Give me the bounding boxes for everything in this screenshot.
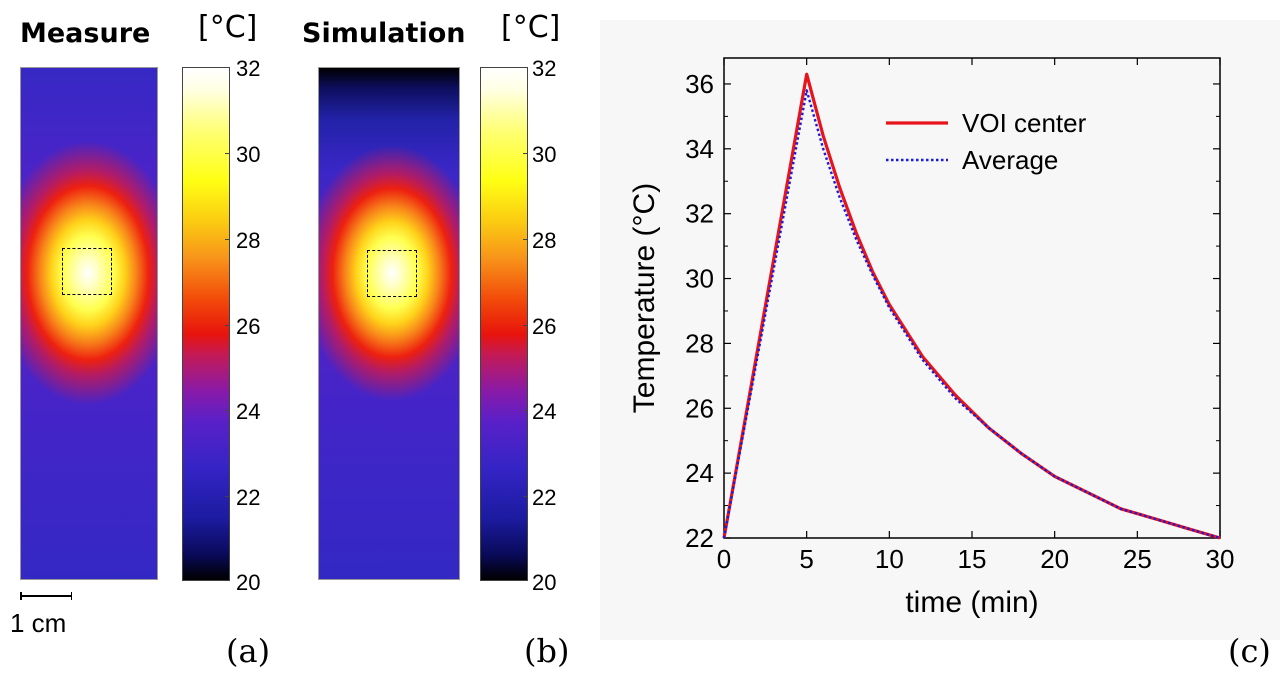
colorbar-tick-label: 32 [236, 56, 261, 81]
x-tick-label: 30 [1206, 544, 1235, 574]
colorbar-tick-label: 32 [532, 56, 557, 81]
simulation-title: Simulation [302, 18, 466, 49]
simulation-roi-box [367, 250, 417, 297]
measure-heatmap [20, 67, 158, 580]
panel-label-b: (b) [524, 632, 570, 670]
temperature-line-chart: 0 5 10 15 20 25 30 22 24 26 28 30 32 34 36 time (min) Te… [600, 20, 1280, 640]
colorbar-tick-label: 30 [532, 142, 557, 167]
x-tick-label: 20 [1040, 544, 1069, 574]
series-line-average [722, 89, 1221, 540]
measure-title: Measure [20, 18, 151, 49]
colorbar-tick-label: 20 [236, 570, 261, 595]
y-tick-label: 26 [685, 393, 714, 423]
colorbar-tick-label: 26 [236, 314, 261, 339]
simulation-heatmap [318, 67, 460, 580]
colorbar-tick-label: 30 [236, 142, 261, 167]
y-tick-label: 36 [685, 69, 714, 99]
colorbar-tick-label: 26 [532, 314, 557, 339]
colorbar-tick-label: 24 [532, 399, 557, 424]
x-tick-label: 0 [717, 544, 731, 574]
y-tick-label: 22 [685, 523, 714, 553]
y-tick-label: 24 [685, 458, 714, 488]
x-tick-label: 15 [958, 544, 987, 574]
scale-bar-label: 1 cm [10, 608, 67, 638]
panel-label-a: (a) [226, 632, 271, 670]
x-tick-label: 5 [799, 544, 813, 574]
x-tick-label: 25 [1123, 544, 1152, 574]
x-tick-label: 10 [875, 544, 904, 574]
colorbar-tick-label: 22 [532, 485, 557, 510]
legend-label: Average [962, 145, 1058, 175]
measure-roi-box [62, 248, 112, 295]
y-tick-label: 28 [685, 328, 714, 358]
colorbar-tick-label: 20 [532, 570, 557, 595]
colorbar-tick-label: 28 [532, 228, 557, 253]
y-axis-label: Temperature (°C) [628, 183, 661, 413]
simulation-unit-label: [°C] [501, 10, 561, 45]
measure-unit-label: [°C] [198, 10, 258, 45]
panel-label-c: (c) [1228, 632, 1271, 670]
y-tick-label: 32 [685, 199, 714, 229]
measure-colorbar [182, 67, 230, 581]
colorbar-tick-label: 24 [236, 399, 261, 424]
simulation-colorbar [480, 67, 528, 581]
scale-bar [20, 592, 72, 600]
y-tick-label: 30 [685, 264, 714, 294]
colorbar-tick-label: 28 [236, 228, 261, 253]
y-tick-label: 34 [685, 134, 714, 164]
legend-label: VOI center [962, 108, 1087, 138]
x-axis-label: time (min) [905, 586, 1038, 619]
colorbar-tick-label: 22 [236, 485, 261, 510]
